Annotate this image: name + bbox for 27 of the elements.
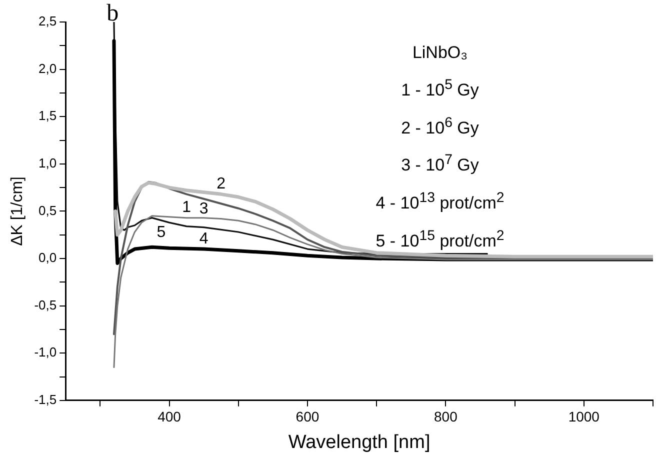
annotation: 4 - 10$^{13}$ prot/cm$^{2}$	[374, 188, 506, 215]
y-tick-label: 0,0	[38, 250, 57, 266]
x-tick-label: 800	[434, 408, 458, 425]
y-tick-label: -1,0	[34, 344, 57, 360]
annotation: LiNbO₃	[411, 42, 469, 64]
y-axis-title: ΔK [1/cm]	[9, 176, 26, 246]
x-axis-title: Wavelength [nm]	[288, 432, 430, 453]
x-tick-label: 600	[296, 408, 320, 425]
annotation: 2 - 10$^{6}$ Gy	[400, 114, 480, 140]
y-tick-label: -1,5	[34, 392, 57, 407]
annotation: 3 - 10$^{7}$ Gy	[400, 151, 480, 177]
series-label: 3	[199, 200, 208, 218]
y-tick-label: 2,0	[38, 60, 57, 76]
series-label: 2	[216, 176, 226, 193]
series-label: 5	[156, 224, 166, 241]
annotation: 5 - 10$^{15}$ prot/cm$^{2}$	[374, 226, 506, 252]
y-tick-label: 2,5	[38, 14, 57, 29]
annotation: 1 - 10$^{5}$ Gy	[400, 76, 480, 102]
y-tick-label: -0,5	[34, 297, 57, 312]
y-tick-label: 1,5	[38, 108, 57, 124]
x-tick-label: 1000	[568, 408, 600, 425]
chart-title: b	[106, 0, 119, 26]
series-label: 4	[199, 230, 208, 248]
y-tick-label: 1,0	[38, 155, 57, 170]
y-tick-label: 0,5	[38, 202, 57, 218]
x-tick-label: 400	[158, 408, 182, 425]
series-label: 1	[182, 199, 192, 216]
